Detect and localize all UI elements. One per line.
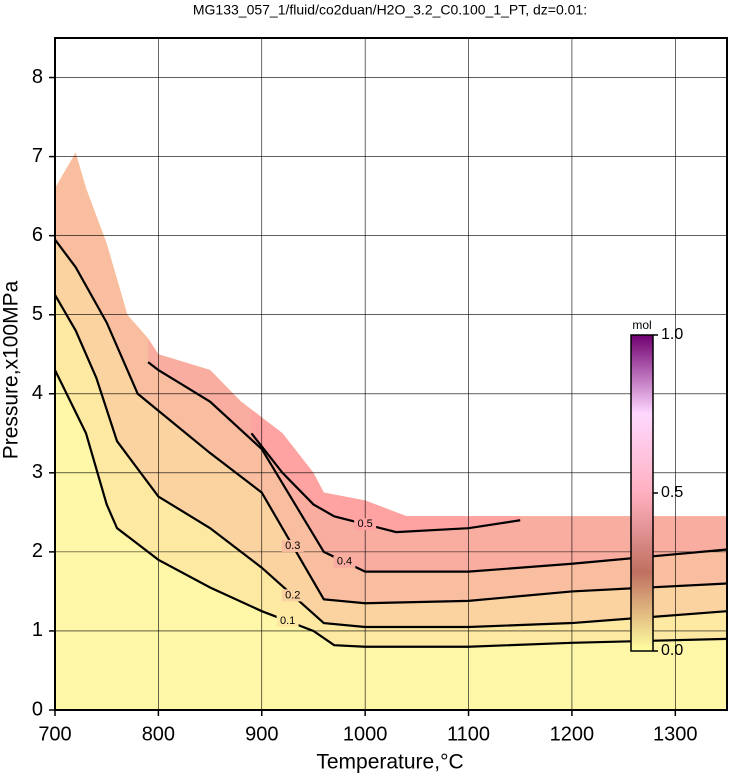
label-bg [333,555,356,568]
colorbar-tick-label: 0.5 [661,484,683,501]
contour-band [251,152,521,533]
y-tick-label: 1 [32,619,43,641]
label-bg [281,589,304,602]
colorbar-label: mol [632,318,651,332]
x-tick-label: 800 [142,723,175,745]
colorbar-tick-label: 1.0 [661,326,683,343]
contour-label: 0.5 [358,518,373,530]
contour-line [54,294,728,629]
y-tick-label: 6 [32,224,43,246]
y-axis-label: Pressure,x100MPa [0,280,23,459]
colorbar-tick-label: 0.0 [661,642,683,659]
contour-label: 0.4 [337,556,352,568]
label-bg [354,518,377,531]
y-tick-label: 4 [32,382,43,404]
contour-label: 0.3 [285,540,300,552]
contour-line [54,369,728,648]
y-tick-label: 8 [32,66,43,88]
contour-line [147,361,728,573]
y-tick-label: 5 [32,303,43,325]
y-tick-label: 2 [32,540,43,562]
contour-line [250,432,521,534]
contour-line [54,238,728,605]
label-bg [276,615,299,628]
y-tick-label: 3 [32,461,43,483]
colorbar [630,334,654,652]
x-tick-label: 900 [245,723,278,745]
x-tick-label: 1300 [653,723,698,745]
plot-frame [54,37,728,711]
x-tick-label: 1100 [447,723,490,745]
x-tick-label: 1200 [550,723,595,745]
contour-label: 0.2 [285,589,300,601]
x-tick-label: 700 [38,723,71,745]
label-bg [281,539,304,552]
field [55,152,727,710]
contour-label: 0.1 [280,615,295,627]
y-tick-label: 0 [32,698,43,720]
x-axis-label: Temperature,°C [316,751,463,774]
chart-title: MG133_057_1/fluid/co2duan/H2O_3.2_C0.100… [193,2,587,18]
y-tick-label: 7 [32,145,43,167]
x-tick-label: 1000 [343,723,388,745]
